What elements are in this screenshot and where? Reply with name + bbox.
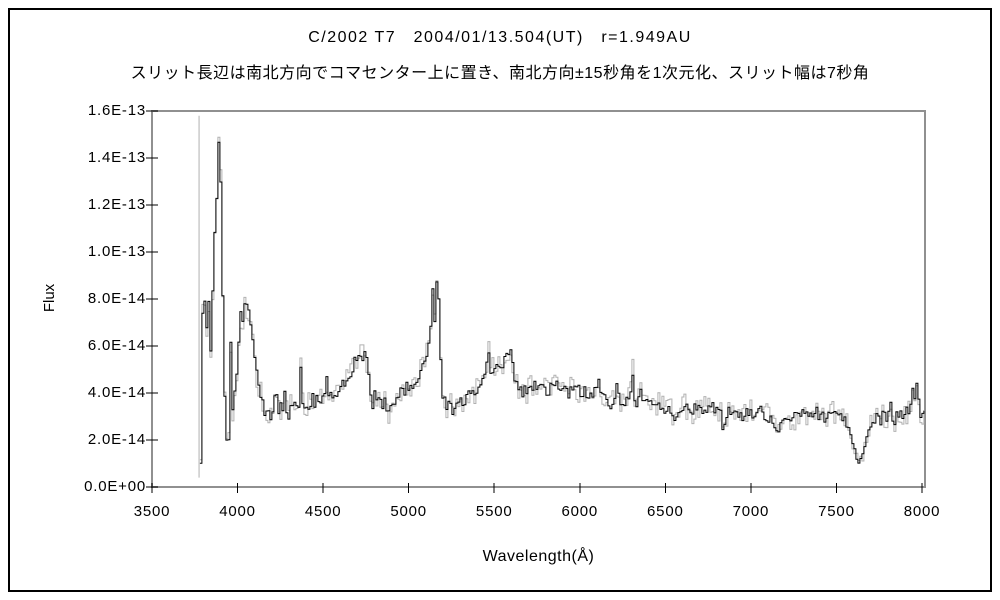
x-tick-label: 5500 xyxy=(475,503,513,520)
x-tick-label: 8000 xyxy=(903,503,941,520)
y-tick-label: 2.0E-14 xyxy=(87,431,146,448)
y-tick-label: 8.0E-14 xyxy=(87,290,146,307)
spectrum-raw-line xyxy=(199,136,925,462)
y-tick-label: 0.0E+00 xyxy=(84,478,146,495)
x-tick-label: 6000 xyxy=(561,503,599,520)
y-tick-label: 1.2E-13 xyxy=(87,196,146,213)
y-tick-label: 1.6E-13 xyxy=(87,102,146,119)
x-tick-label: 7500 xyxy=(818,503,855,520)
y-tick-label: 1.0E-13 xyxy=(87,243,146,260)
spectrum-main-line xyxy=(199,141,925,464)
x-tick-label: 3500 xyxy=(133,503,171,520)
x-tick-label: 5000 xyxy=(390,503,427,520)
chart-title: C/2002 T7 2004/01/13.504(UT) r=1.949AU xyxy=(308,29,692,46)
y-tick-label: 6.0E-14 xyxy=(87,337,146,354)
y-tick-label: 4.0E-14 xyxy=(87,384,146,401)
x-axis-title: Wavelength(Å) xyxy=(482,548,595,565)
x-tick-label: 4500 xyxy=(304,503,342,520)
x-tick-label: 7000 xyxy=(732,503,770,520)
x-tick-label: 4000 xyxy=(219,503,256,520)
plot-frame xyxy=(151,110,926,488)
chart-subtitle: スリット長辺は南北方向でコマセンター上に置き、南北方向±15秒角を1次元化、スリ… xyxy=(130,65,870,82)
y-tick-label: 1.4E-13 xyxy=(87,149,146,166)
image-border xyxy=(8,8,992,592)
x-tick-label: 6500 xyxy=(647,503,684,520)
